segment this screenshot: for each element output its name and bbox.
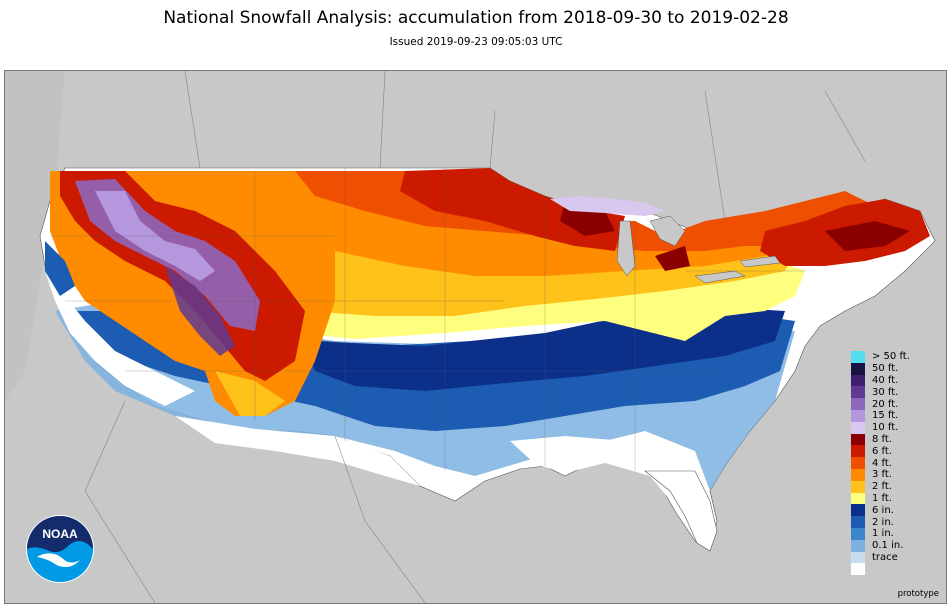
swath-8ft-maine bbox=[825, 221, 910, 251]
southeast-clear bbox=[510, 436, 710, 541]
legend-row: 1 in. bbox=[851, 527, 937, 540]
legend-row: 1 ft. bbox=[851, 492, 937, 505]
legend-swatch bbox=[851, 539, 865, 552]
lake-huron bbox=[649, 215, 686, 247]
legend-label: 50 ft. bbox=[872, 363, 899, 375]
legend-row: 30 ft. bbox=[851, 386, 937, 399]
legend-row: trace bbox=[851, 551, 937, 564]
legend-row: 2 ft. bbox=[851, 480, 937, 493]
four-corners-yellow bbox=[215, 371, 285, 416]
legend-row: 10 ft. bbox=[851, 421, 937, 434]
legend-swatch bbox=[851, 563, 865, 576]
legend-row: 6 ft. bbox=[851, 445, 937, 458]
legend-swatch bbox=[851, 362, 865, 375]
legend-label: 30 ft. bbox=[872, 386, 899, 398]
lake-ontario bbox=[739, 255, 781, 268]
legend-swatch bbox=[851, 386, 865, 399]
legend-row: 40 ft. bbox=[851, 374, 937, 387]
map-title: National Snowfall Analysis: accumulation… bbox=[163, 8, 789, 28]
legend-swatch bbox=[851, 433, 865, 446]
lake-michigan bbox=[616, 220, 636, 277]
legend-swatch bbox=[851, 421, 865, 434]
legend-swatch bbox=[851, 504, 865, 517]
legend-swatch bbox=[851, 445, 865, 458]
oregon-coast-blue bbox=[45, 241, 75, 296]
legend-label: 2 in. bbox=[872, 516, 894, 528]
country-borders bbox=[84, 71, 866, 603]
noaa-logo: NOAA bbox=[25, 514, 95, 584]
state-borders bbox=[50, 168, 805, 471]
california-clear bbox=[45, 271, 195, 406]
legend-row: 0.1 in. bbox=[851, 539, 937, 552]
legend-row: 6 in. bbox=[851, 504, 937, 517]
legend-swatch bbox=[851, 480, 865, 493]
legend-row: 4 ft. bbox=[851, 457, 937, 469]
pacific-ocean bbox=[5, 71, 65, 401]
legend-swatch bbox=[851, 492, 865, 505]
west-dark-purple bbox=[165, 266, 235, 356]
legend-swatch bbox=[851, 468, 865, 481]
prototype-label: prototype bbox=[897, 589, 939, 599]
legend-row: 20 ft. bbox=[851, 398, 937, 410]
legend-row: > 50 ft. bbox=[851, 351, 937, 363]
legend-row: 2 in. bbox=[851, 516, 937, 528]
southwest-clear bbox=[175, 416, 420, 486]
lake-erie bbox=[694, 270, 746, 284]
legend-row: 50 ft. bbox=[851, 362, 937, 375]
legend-label: 1 in. bbox=[872, 528, 894, 540]
legend-swatch bbox=[851, 516, 865, 528]
legend-label: 1 ft. bbox=[872, 492, 892, 504]
noaa-logo-icon: NOAA bbox=[26, 515, 94, 583]
legend-swatch bbox=[851, 409, 865, 422]
legend-label: 4 ft. bbox=[872, 457, 892, 469]
legend-row: 3 ft. bbox=[851, 468, 937, 481]
legend-label: 2 ft. bbox=[872, 481, 892, 493]
legend-swatch bbox=[851, 527, 865, 540]
legend-label: 6 ft. bbox=[872, 445, 892, 457]
legend-label: 40 ft. bbox=[872, 374, 899, 386]
legend-label: trace bbox=[872, 551, 898, 563]
legend-label: 20 ft. bbox=[872, 398, 899, 410]
legend-swatch bbox=[851, 351, 865, 363]
legend-label: 6 in. bbox=[872, 504, 894, 516]
legend-row: 8 ft. bbox=[851, 433, 937, 446]
legend-label: 8 ft. bbox=[872, 433, 892, 445]
map-canvas bbox=[5, 71, 946, 603]
legend-label: 3 ft. bbox=[872, 469, 892, 481]
legend-label: 15 ft. bbox=[872, 410, 899, 422]
legend-label: 0.1 in. bbox=[872, 540, 904, 552]
color-legend: > 50 ft. 50 ft. 40 ft. 30 ft. 20 ft. 15 ft. 10… bbox=[851, 351, 937, 576]
legend-label: 10 ft. bbox=[872, 422, 899, 434]
swath-6ft-midwest bbox=[400, 168, 625, 251]
florida bbox=[644, 470, 718, 552]
swath-8ft-michigan bbox=[655, 246, 690, 271]
legend-row bbox=[851, 563, 937, 576]
legend-label: > 50 ft. bbox=[872, 351, 910, 363]
noaa-logo-text: NOAA bbox=[42, 527, 78, 541]
snowfall-map[interactable] bbox=[4, 70, 947, 604]
legend-row: 15 ft. bbox=[851, 409, 937, 422]
legend-swatch bbox=[851, 551, 865, 564]
lake-superior bbox=[550, 196, 665, 216]
issued-timestamp: Issued 2019-09-23 09:05:03 UTC bbox=[389, 36, 563, 48]
legend-swatch bbox=[851, 457, 865, 469]
legend-swatch bbox=[851, 398, 865, 410]
legend-swatch bbox=[851, 374, 865, 387]
